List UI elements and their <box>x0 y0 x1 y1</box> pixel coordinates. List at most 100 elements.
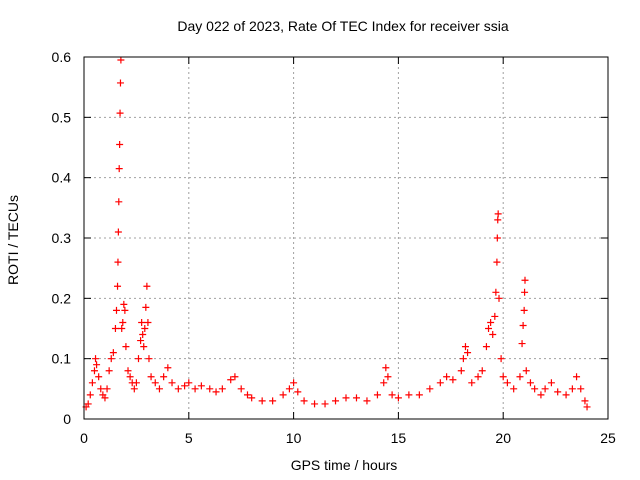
data-point <box>269 397 277 405</box>
data-point <box>97 385 105 393</box>
data-point <box>518 340 526 348</box>
data-points <box>82 56 591 411</box>
data-point <box>114 282 122 290</box>
data-point <box>147 373 155 381</box>
data-point <box>290 379 298 387</box>
data-point <box>122 343 130 351</box>
data-point <box>197 382 205 390</box>
data-point <box>363 397 371 405</box>
data-point <box>581 397 589 405</box>
data-point <box>436 379 444 387</box>
data-point <box>174 385 182 393</box>
data-point <box>526 379 534 387</box>
y-axis-label: ROTI / TECUs <box>5 195 21 285</box>
data-point <box>119 318 127 326</box>
x-tick-label: 0 <box>80 430 88 446</box>
x-tick-label: 15 <box>391 430 407 446</box>
y-tick-label: 0.5 <box>52 109 72 125</box>
data-point <box>491 312 499 320</box>
x-tick-label: 10 <box>286 430 302 446</box>
data-point <box>443 373 451 381</box>
data-point <box>547 379 555 387</box>
data-point <box>332 397 340 405</box>
data-point <box>459 355 467 363</box>
data-point <box>112 306 120 314</box>
data-point <box>227 376 235 384</box>
data-point <box>155 385 163 393</box>
data-point <box>494 216 502 224</box>
y-tick-label: 0.3 <box>52 230 72 246</box>
data-point <box>449 376 457 384</box>
data-point <box>143 282 151 290</box>
data-point <box>461 343 469 351</box>
y-tick-label: 0.4 <box>52 170 72 186</box>
data-point <box>405 391 413 399</box>
data-point <box>541 385 549 393</box>
data-point <box>503 379 511 387</box>
data-point <box>140 343 148 351</box>
data-point <box>519 321 527 329</box>
data-point <box>474 373 482 381</box>
x-axis-label: GPS time / hours <box>291 457 398 473</box>
data-point <box>144 318 152 326</box>
data-point <box>95 373 103 381</box>
data-point <box>120 300 128 308</box>
data-point <box>521 276 529 284</box>
data-point <box>134 355 142 363</box>
data-point <box>485 325 493 332</box>
data-point <box>115 198 123 206</box>
data-point <box>181 382 189 390</box>
data-point <box>373 391 381 399</box>
data-point <box>160 373 168 381</box>
data-point <box>86 391 94 399</box>
data-point <box>521 288 529 296</box>
axes <box>83 56 609 420</box>
data-point <box>212 388 220 396</box>
x-tick-label: 5 <box>185 430 193 446</box>
data-point <box>185 379 193 387</box>
data-point <box>116 140 124 148</box>
data-point <box>516 373 524 381</box>
data-point <box>510 385 518 393</box>
data-point <box>132 379 140 387</box>
data-point <box>92 355 100 363</box>
data-point <box>124 367 132 375</box>
data-point <box>394 394 402 402</box>
data-point <box>300 397 308 405</box>
data-point <box>494 210 502 218</box>
data-point <box>93 361 101 369</box>
data-point <box>520 306 528 314</box>
data-point <box>121 306 129 314</box>
data-point <box>103 385 111 393</box>
data-point <box>321 400 329 408</box>
data-point <box>478 367 486 375</box>
data-point <box>116 79 124 87</box>
data-point <box>243 391 251 399</box>
data-point <box>206 385 214 393</box>
data-point <box>231 373 239 381</box>
data-point <box>130 385 138 393</box>
data-point <box>164 364 172 372</box>
data-point <box>382 364 390 372</box>
data-point <box>84 400 92 408</box>
y-tick-label: 0.1 <box>52 351 72 367</box>
data-point <box>457 367 465 375</box>
y-tick-label: 0.6 <box>52 49 72 65</box>
data-point <box>415 391 423 399</box>
data-point <box>168 379 176 387</box>
data-point <box>489 331 497 339</box>
x-tick-label: 20 <box>495 430 511 446</box>
data-point <box>109 349 117 357</box>
data-point <box>468 379 476 387</box>
data-point <box>482 343 490 351</box>
data-point <box>495 294 503 302</box>
data-point <box>285 385 293 393</box>
data-point <box>279 391 287 399</box>
data-point <box>90 367 98 375</box>
data-point <box>151 379 159 387</box>
data-point <box>248 394 256 402</box>
data-point <box>573 373 581 381</box>
data-point <box>105 367 113 375</box>
data-point <box>342 394 350 402</box>
